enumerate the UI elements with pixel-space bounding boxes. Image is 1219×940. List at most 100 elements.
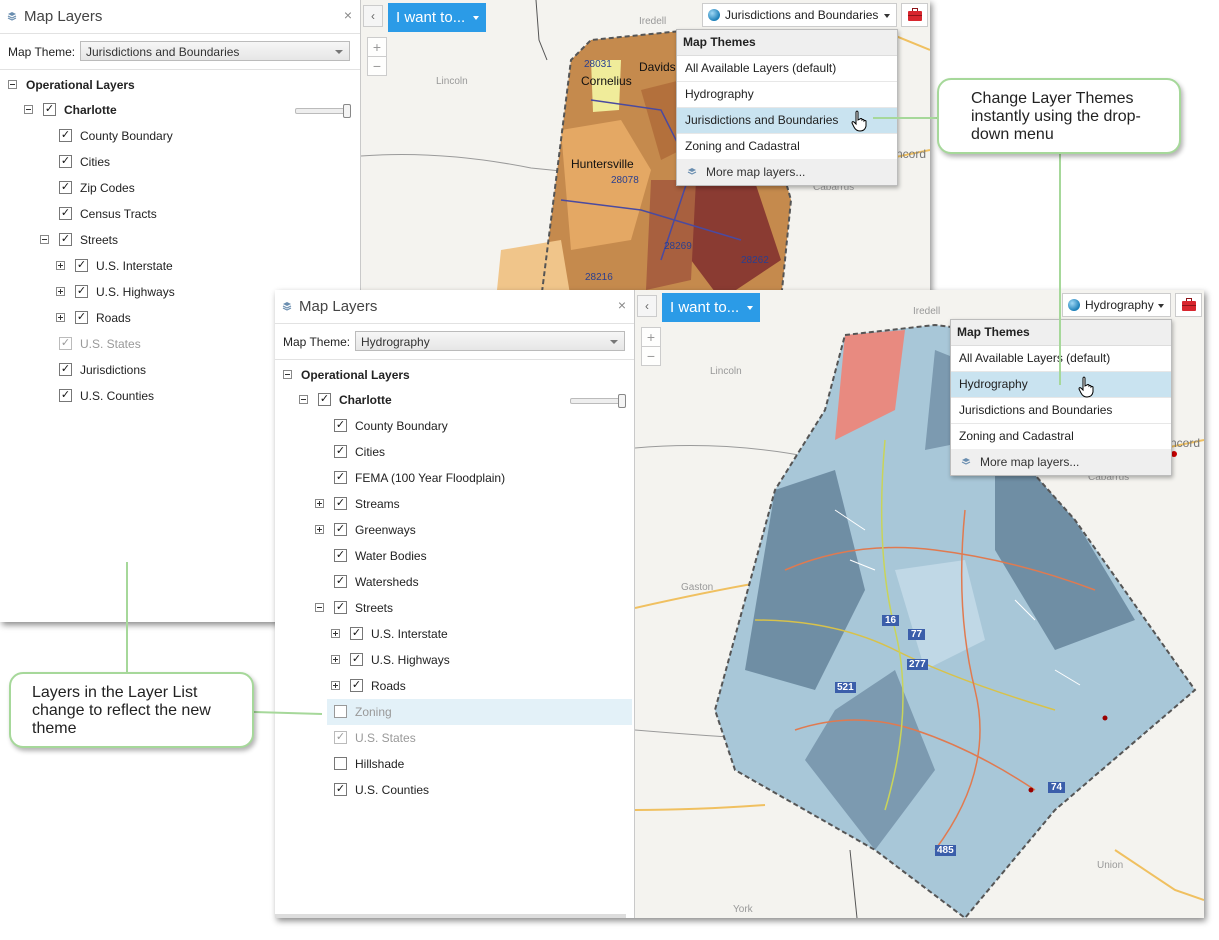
tree-us-highways: ✓ U.S. Highways — [0, 281, 360, 303]
layer-checkbox[interactable]: ✓ — [59, 389, 72, 402]
layer-checkbox[interactable]: ✓ — [75, 311, 88, 324]
layer-checkbox[interactable]: ✓ — [334, 471, 347, 484]
dropdown-item-all-layers[interactable]: All Available Layers (default) — [677, 56, 897, 82]
layer-checkbox[interactable]: ✓ — [334, 601, 347, 614]
layer-checkbox[interactable]: ✓ — [59, 129, 72, 142]
layer-checkbox[interactable]: ✓ — [350, 627, 363, 640]
opacity-slider[interactable] — [295, 104, 351, 118]
tree-label: Cities — [80, 155, 111, 169]
expand-icon[interactable] — [315, 499, 324, 508]
i-want-to-button[interactable]: I want to... — [662, 293, 760, 322]
layer-checkbox[interactable]: ✓ — [334, 783, 347, 796]
layer-checkbox[interactable]: ✓ — [59, 233, 72, 246]
layer-checkbox[interactable]: ✓ — [350, 679, 363, 692]
expand-icon[interactable] — [56, 261, 65, 270]
map-theme-button[interactable]: Jurisdictions and Boundaries — [702, 3, 897, 27]
collapse-icon[interactable] — [299, 395, 308, 404]
map-theme-select[interactable]: Jurisdictions and Boundaries — [80, 41, 350, 61]
dropdown-item-all-layers[interactable]: All Available Layers (default) — [951, 346, 1171, 372]
tree-label: Jurisdictions — [80, 363, 147, 377]
tree-label: U.S. Counties — [80, 389, 155, 403]
i-want-to-button[interactable]: I want to... — [388, 3, 486, 32]
more-map-layers-link[interactable]: More map layers... — [677, 159, 897, 185]
expand-icon[interactable] — [56, 313, 65, 322]
collapse-icon[interactable] — [8, 80, 17, 89]
expand-icon[interactable] — [56, 287, 65, 296]
dropdown-item-hydrography[interactable]: Hydrography — [951, 372, 1171, 398]
tree-label: Operational Layers — [26, 78, 135, 92]
expand-icon[interactable] — [331, 681, 340, 690]
layer-checkbox[interactable]: ✓ — [334, 445, 347, 458]
more-map-layers-link[interactable]: More map layers... — [951, 449, 1171, 475]
panel-title: Map Layers — [24, 8, 103, 25]
layer-checkbox[interactable]: ✓ — [334, 497, 347, 510]
layer-checkbox[interactable]: ✓ — [75, 259, 88, 272]
tree-zip-codes: ✓ Zip Codes — [0, 177, 360, 199]
tree-label: Streets — [80, 233, 119, 247]
toolbox-button[interactable] — [1175, 293, 1202, 317]
layer-checkbox[interactable] — [334, 705, 347, 718]
close-icon[interactable]: × — [343, 7, 352, 23]
map-theme-label: Map Theme: — [8, 45, 76, 59]
layer-checkbox[interactable]: ✓ — [43, 103, 56, 116]
tree-us-interstate: ✓ U.S. Interstate — [275, 623, 634, 645]
callout-text: Change Layer Themes instantly using the … — [971, 90, 1141, 143]
layer-checkbox[interactable]: ✓ — [334, 731, 347, 744]
layer-checkbox[interactable]: ✓ — [59, 337, 72, 350]
map-label-zip: 28216 — [585, 272, 613, 283]
tree-label: Charlotte — [64, 103, 117, 117]
layer-checkbox[interactable]: ✓ — [334, 523, 347, 536]
tree-label: Streets — [355, 601, 394, 615]
map-label-concord: ncord — [896, 147, 927, 161]
expand-icon[interactable] — [331, 629, 340, 638]
toolbox-button[interactable] — [901, 3, 928, 27]
layer-checkbox[interactable]: ✓ — [59, 181, 72, 194]
close-icon[interactable]: × — [617, 297, 626, 313]
opacity-slider[interactable] — [570, 394, 626, 408]
layer-checkbox[interactable]: ✓ — [59, 155, 72, 168]
map-view[interactable]: Iredell Lincoln ncord Cabarrus Gaston Un… — [635, 290, 1204, 918]
layer-checkbox[interactable] — [334, 757, 347, 770]
dropdown-item-zoning[interactable]: Zoning and Cadastral — [959, 429, 1074, 443]
map-theme-select[interactable]: Hydrography — [355, 331, 625, 351]
collapse-panel-button[interactable]: ‹ — [637, 295, 657, 317]
layer-checkbox[interactable]: ✓ — [334, 419, 347, 432]
tree-label: Greenways — [355, 523, 416, 537]
tree-label: U.S. Interstate — [96, 259, 173, 273]
map-label-huntersville: Huntersville — [571, 157, 634, 171]
callout-layers-change: Layers in the Layer List change to refle… — [9, 672, 254, 748]
layer-checkbox[interactable]: ✓ — [59, 363, 72, 376]
tree-zoning[interactable]: Zoning — [327, 699, 632, 725]
collapse-panel-button[interactable]: ‹ — [363, 5, 383, 27]
layer-checkbox[interactable]: ✓ — [318, 393, 331, 406]
tree-operational-layers: Operational Layers — [275, 364, 634, 386]
zoom-in-button[interactable]: + — [646, 329, 656, 345]
slider-handle[interactable] — [343, 104, 351, 118]
collapse-icon[interactable] — [283, 370, 292, 379]
layer-checkbox[interactable]: ✓ — [75, 285, 88, 298]
dropdown-item-jurisdictions[interactable]: Jurisdictions and Boundaries — [951, 398, 1171, 424]
callout-change-themes: Change Layer Themes instantly using the … — [937, 78, 1181, 154]
expand-icon[interactable] — [331, 655, 340, 664]
layer-checkbox[interactable]: ✓ — [350, 653, 363, 666]
collapse-icon[interactable] — [315, 603, 324, 612]
map-theme-button[interactable]: Hydrography — [1062, 293, 1171, 317]
globe-icon — [708, 9, 720, 21]
collapse-icon[interactable] — [40, 235, 49, 244]
layers-icon — [687, 168, 697, 175]
zoom-out-button[interactable]: − — [368, 56, 386, 75]
tree-charlotte: ✓ Charlotte — [275, 389, 634, 411]
zoom-out-button[interactable]: − — [642, 346, 660, 365]
expand-icon[interactable] — [315, 525, 324, 534]
chevron-down-icon — [884, 14, 890, 18]
tree-cities: ✓ Cities — [0, 151, 360, 173]
slider-handle[interactable] — [618, 394, 626, 408]
panel-scrollbar[interactable] — [275, 914, 626, 918]
layer-checkbox[interactable]: ✓ — [334, 575, 347, 588]
dropdown-item-hydrography[interactable]: Hydrography — [677, 82, 897, 108]
collapse-icon[interactable] — [24, 105, 33, 114]
dropdown-item-zoning[interactable]: Zoning and Cadastral — [685, 139, 800, 153]
zoom-in-button[interactable]: + — [372, 39, 382, 55]
layer-checkbox[interactable]: ✓ — [59, 207, 72, 220]
layer-checkbox[interactable]: ✓ — [334, 549, 347, 562]
